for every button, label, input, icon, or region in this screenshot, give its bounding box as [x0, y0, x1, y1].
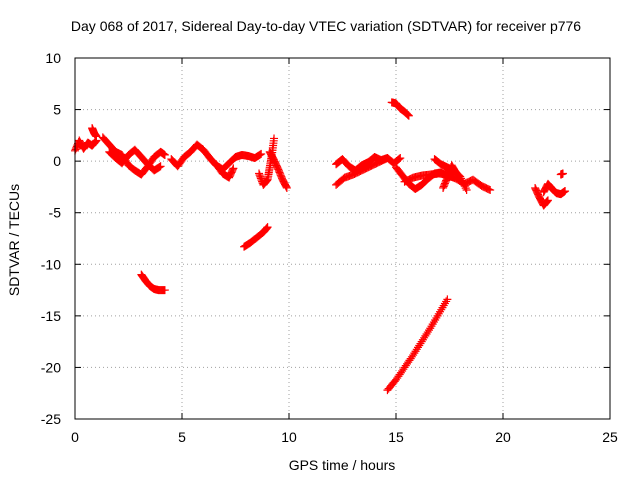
data-point-marker	[444, 170, 453, 179]
y-tick-label: 5	[53, 102, 61, 118]
y-tick-label: -5	[49, 205, 62, 221]
data-point-marker	[443, 173, 452, 182]
x-tick-label: 10	[281, 429, 297, 445]
data-point-marker	[156, 162, 165, 171]
data-point-marker	[461, 184, 470, 193]
x-axis-label: GPS time / hours	[289, 457, 396, 473]
series-seg-8	[240, 223, 272, 251]
data-point-marker	[429, 318, 438, 327]
data-point-marker	[458, 178, 467, 187]
y-tick-label: -10	[41, 256, 61, 272]
data-point-marker	[257, 149, 266, 158]
data-point-marker	[440, 299, 449, 308]
x-tick-label: 0	[71, 429, 79, 445]
data-point-marker	[262, 224, 271, 233]
grid-lines	[75, 58, 610, 419]
data-point-marker	[263, 223, 272, 232]
data-point-marker	[431, 315, 440, 324]
series-seg-19	[531, 183, 552, 210]
data-point-marker	[426, 324, 435, 333]
data-point-marker	[160, 286, 169, 295]
series-seg-5	[137, 270, 169, 295]
data-point-marker	[427, 322, 436, 331]
data-point-marker	[450, 166, 459, 175]
series-seg-2	[88, 124, 101, 141]
y-tick-label: -20	[41, 359, 61, 375]
y-tick-label: 10	[45, 50, 61, 66]
data-point-marker	[428, 320, 437, 329]
series-seg-7	[212, 160, 238, 182]
y-axis-label: SDTVAR / TECUs	[6, 184, 22, 296]
data-point-marker	[262, 223, 271, 232]
series-seg-18	[439, 161, 460, 192]
x-tick-label: 5	[178, 429, 186, 445]
data-point-marker	[457, 174, 466, 183]
y-tick-label: -25	[41, 411, 61, 427]
data-point-marker	[436, 307, 445, 316]
data-point-marker	[394, 155, 403, 164]
data-point-marker	[433, 311, 442, 320]
data-point-marker	[456, 172, 465, 181]
data-point-marker	[91, 137, 100, 146]
y-axis-ticks: -25 -20 -15 -10 -5 0 5 10	[41, 50, 610, 427]
data-point-marker	[451, 167, 460, 176]
data-point-marker	[395, 154, 404, 163]
data-point-marker	[229, 164, 238, 173]
x-tick-label: 20	[495, 429, 511, 445]
data-point-marker	[442, 297, 451, 306]
x-tick-label: 15	[388, 429, 404, 445]
series-seg-13	[387, 98, 413, 120]
data-point-marker	[434, 309, 443, 318]
plot-frame	[74, 57, 611, 420]
data-point-marker	[439, 301, 448, 310]
data-point-marker	[451, 168, 460, 177]
series-seg-4	[105, 145, 165, 175]
data-point-marker	[282, 183, 291, 192]
data-point-marker	[282, 182, 291, 191]
data-point-marker	[432, 313, 441, 322]
data-point-marker	[404, 111, 413, 120]
data-point-marker	[383, 154, 392, 163]
data-point-marker	[438, 303, 447, 312]
series-seg-10	[265, 147, 291, 192]
data-point-marker	[443, 171, 452, 180]
series-seg-20	[539, 179, 570, 199]
data-point-marker	[558, 169, 567, 178]
data-point-marker	[396, 154, 405, 163]
y-tick-label: -15	[41, 308, 61, 324]
series-seg-12	[332, 154, 392, 189]
data-points	[71, 98, 570, 395]
chart-title: Day 068 of 2017, Sidereal Day-to-day VTE…	[71, 18, 581, 34]
data-point-marker	[561, 187, 570, 196]
series-seg-9	[255, 134, 279, 189]
data-point-marker	[443, 295, 452, 304]
data-point-marker	[460, 182, 469, 191]
data-point-marker	[542, 197, 551, 206]
data-point-marker	[462, 186, 471, 195]
data-point-marker	[459, 180, 468, 189]
y-tick-label: 0	[53, 153, 61, 169]
data-point-marker	[160, 150, 169, 159]
x-axis-ticks: 0 5 10 15 20 25	[71, 58, 618, 445]
data-point-marker	[437, 305, 446, 314]
data-point-marker	[543, 196, 552, 205]
data-point-marker	[270, 134, 279, 143]
data-point-marker	[445, 168, 454, 177]
data-point-marker	[228, 165, 237, 174]
series-seg-14	[383, 295, 452, 395]
data-point-marker	[92, 132, 101, 141]
x-tick-label: 25	[602, 429, 618, 445]
data-point-marker	[486, 186, 495, 195]
data-point-marker	[458, 176, 467, 185]
data-point-marker	[543, 197, 552, 206]
series-seg-21	[556, 169, 567, 179]
